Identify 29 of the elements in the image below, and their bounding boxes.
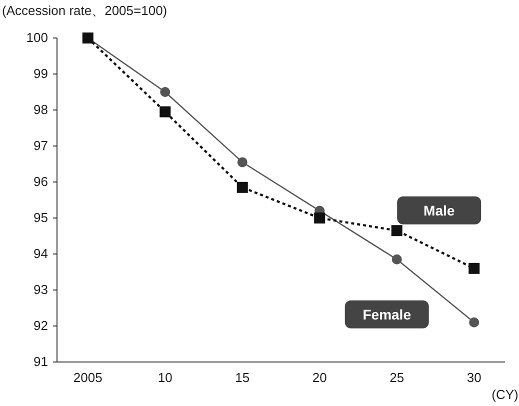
x-tick-label: 30 xyxy=(466,370,482,385)
x-tick-label: 15 xyxy=(235,370,250,385)
y-tick-label: 98 xyxy=(34,102,48,117)
point xyxy=(236,182,248,193)
y-tick-label: 97 xyxy=(34,138,48,153)
y-tick-label: 94 xyxy=(34,246,48,261)
y-tick-label: 95 xyxy=(34,210,48,225)
x-axis-title: (CY) xyxy=(492,387,518,402)
point xyxy=(160,87,170,97)
x-tick-label: 10 xyxy=(158,370,172,385)
series-label: Male xyxy=(424,202,455,218)
y-tick-label: 100 xyxy=(26,30,48,45)
point xyxy=(468,262,480,274)
point xyxy=(314,212,326,224)
x-tick-label: 20 xyxy=(312,370,327,385)
y-tick-label: 99 xyxy=(34,66,48,81)
point xyxy=(469,317,480,328)
y-tick-label: 96 xyxy=(34,174,48,189)
x-tick-label: 25 xyxy=(390,370,404,385)
y-tick-label: 91 xyxy=(34,354,48,369)
point xyxy=(160,106,171,118)
point xyxy=(237,157,248,168)
series-label: Female xyxy=(362,306,412,322)
y-tick-label: 92 xyxy=(34,318,48,333)
point xyxy=(392,254,402,264)
point xyxy=(391,225,402,236)
x-tick-label: 2005 xyxy=(73,370,102,385)
y-axis-title: (Accession rate、2005=100) xyxy=(2,3,168,18)
y-tick-label: 93 xyxy=(34,282,48,297)
